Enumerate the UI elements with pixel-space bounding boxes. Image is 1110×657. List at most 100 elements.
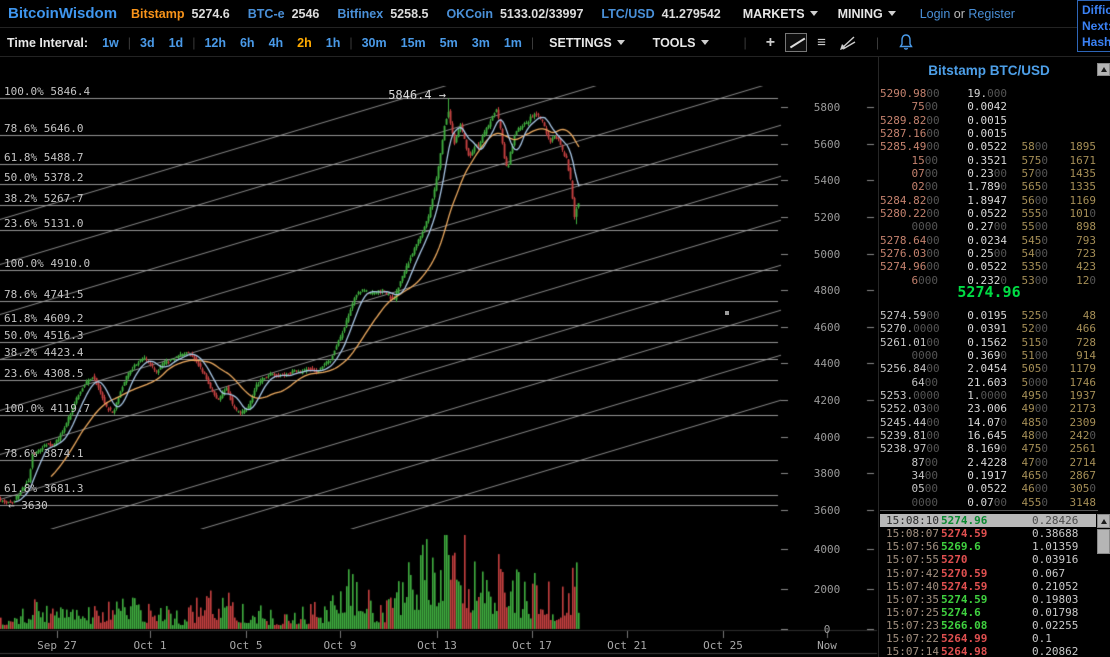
interval-button-1h[interactable]: 1h	[325, 35, 341, 50]
ask-row[interactable]: 5274.9600 0.0522 5350 423	[880, 260, 1098, 273]
interval-button-3m[interactable]: 3m	[471, 35, 490, 50]
order-price: 5256.8400	[880, 362, 940, 376]
bid-row[interactable]: 5261.0100 0.1562 5150 728	[880, 336, 1098, 349]
interval-button-5m[interactable]: 5m	[439, 35, 458, 50]
bid-row[interactable]: 8700 2.4228 4700 2714	[880, 456, 1098, 469]
ask-row[interactable]: 1500 0.3521 5750 1671	[880, 154, 1098, 167]
trade-price: 5264.98	[941, 645, 988, 657]
ask-row[interactable]: 0200 1.7890 5650 1335	[880, 180, 1098, 193]
trade-time: 15:07:23	[886, 619, 939, 633]
order-price: 5276.0300	[880, 247, 940, 261]
depth-price: 4850	[1021, 415, 1049, 429]
bid-row[interactable]: 0000 0.0700 4550 3148	[880, 496, 1098, 509]
markets-menu[interactable]: MARKETS	[743, 7, 818, 21]
ticker-bitstamp[interactable]: Bitstamp 5274.6	[131, 7, 230, 21]
interval-button-1d[interactable]: 1d	[168, 35, 184, 50]
ask-row[interactable]: 5287.1600 0.0015	[880, 127, 1098, 140]
info-box-line: Next:	[1082, 19, 1110, 33]
bid-row[interactable]: 5252.0300 23.006 4900 2173	[880, 402, 1098, 415]
scroll-up-button[interactable]	[1097, 514, 1110, 528]
bid-row[interactable]: 0000 0.3690 5100 914	[880, 349, 1098, 362]
ask-row[interactable]: 5290.9800 19.000	[880, 87, 1098, 100]
order-price: 8700	[911, 455, 939, 469]
orderbook-scroll-up-button[interactable]	[1097, 63, 1110, 76]
trade-row: 15:07:40 5274.59 0.21052	[880, 580, 1096, 593]
depth-price: 5650	[1021, 180, 1049, 194]
price-chart-canvas[interactable]	[0, 57, 878, 657]
register-link[interactable]: Register	[968, 6, 1015, 21]
ask-row[interactable]: 0000 0.2700 5500 898	[880, 220, 1098, 233]
ask-row[interactable]: 5284.8200 1.8947 5600 1169	[880, 194, 1098, 207]
alert-bell-icon[interactable]	[898, 33, 914, 53]
trade-row: 15:07:56 5269.6 1.01359	[880, 540, 1096, 553]
trendline-icon[interactable]	[785, 33, 808, 52]
order-amount: 1.8947	[967, 193, 1007, 207]
depth-price: 5600	[1021, 193, 1049, 207]
ticker-okcoin[interactable]: OKCoin 5133.02/33997	[446, 7, 583, 21]
fan-icon[interactable]	[837, 33, 857, 53]
ask-row[interactable]: 5280.2200 0.0522 5550 1010	[880, 207, 1098, 220]
ticker-btc-e[interactable]: BTC-e 2546	[248, 7, 320, 21]
trade-time: 15:07:55	[886, 553, 939, 567]
trade-amount: 0.03916	[1032, 553, 1079, 567]
bid-row[interactable]: 6400 21.603 5000 1746	[880, 376, 1098, 389]
trade-row: 15:07:25 5274.6 0.01798	[880, 606, 1096, 619]
order-price: 6400	[911, 375, 939, 389]
info-box-line: Hash	[1082, 35, 1110, 49]
depth-price: 5750	[1021, 153, 1049, 167]
bid-row[interactable]: 5256.8400 2.0454 5050 1179	[880, 362, 1098, 375]
bid-row[interactable]: 5274.5900 0.0195 5250 48	[880, 309, 1098, 322]
market-panel: Bitstamp BTC/USD 5290.9800 19.000 7500 0.00…	[880, 57, 1110, 657]
depth-total: 1895	[1069, 140, 1097, 154]
ticker-bitfinex[interactable]: Bitfinex 5258.5	[337, 7, 428, 21]
trades-list: 15:08:10 5274.96 0.28426 15:08:07 5274.59 0.3…	[880, 514, 1096, 657]
chart-toolbar: Time Interval: 1w | 3d 1d | 12h 6h 4h 2h 1h | 30m 15…	[0, 29, 1110, 57]
trade-time: 15:07:42	[886, 566, 939, 580]
interval-button-15m[interactable]: 15m	[400, 35, 426, 50]
ask-row[interactable]: 5276.0300 0.2500 5400 723	[880, 247, 1098, 260]
bid-row[interactable]: 5270.0000 0.0391 5200 466	[880, 322, 1098, 335]
scrollbar-thumb[interactable]	[1097, 529, 1110, 554]
settings-menu[interactable]: SETTINGS	[549, 36, 625, 50]
order-price: 5287.1600	[880, 127, 940, 141]
bid-row[interactable]: 5238.9700 8.1690 4750 2561	[880, 442, 1098, 455]
ask-row[interactable]: 6000 0.2320 5300 120	[880, 274, 1098, 287]
ticker-label: Bitstamp	[131, 6, 185, 21]
crosshair-icon[interactable]: +	[765, 33, 776, 51]
interval-button-3d[interactable]: 3d	[140, 35, 155, 50]
tools-menu[interactable]: TOOLS	[653, 36, 709, 50]
depth-total: 1169	[1069, 193, 1097, 207]
bid-row[interactable]: 0500 0.0522 4600 3050	[880, 482, 1098, 495]
ask-row[interactable]: 5278.6400 0.0234 5450 793	[880, 234, 1098, 247]
ask-row[interactable]: 0700 0.2300 5700 1435	[880, 167, 1098, 180]
order-amount: 23.006	[967, 402, 1007, 416]
ticker-ltc-usd[interactable]: LTC/USD 41.279542	[601, 7, 720, 21]
trades-scrollbar	[1097, 514, 1110, 657]
ask-row[interactable]: 7500 0.0042	[880, 100, 1098, 113]
interval-button-4h[interactable]: 4h	[268, 35, 284, 50]
bid-row[interactable]: 5253.0000 1.0000 4950 1937	[880, 389, 1098, 402]
interval-button-30m[interactable]: 30m	[361, 35, 387, 50]
bid-row[interactable]: 3400 0.1917 4650 2867	[880, 469, 1098, 482]
ticker-value: 2546	[291, 6, 320, 21]
interval-button-2h[interactable]: 2h	[297, 35, 312, 50]
bid-row[interactable]: 5245.4400 14.070 4850 2309	[880, 416, 1098, 429]
mining-menu[interactable]: MINING	[838, 7, 896, 21]
ask-row[interactable]: 5289.8200 0.0015	[880, 114, 1098, 127]
ask-row[interactable]: 5285.4900 0.0522 5800 1895	[880, 140, 1098, 153]
order-price: 6000	[911, 273, 939, 287]
interval-button-1m[interactable]: 1m	[503, 35, 522, 50]
bid-row[interactable]: 5239.8100 16.645 4800 2420	[880, 429, 1098, 442]
trade-time: 15:07:25	[886, 605, 939, 619]
interval-button-12h[interactable]: 12h	[204, 35, 226, 50]
interval-button-1w[interactable]: 1w	[102, 35, 119, 50]
order-amount: 0.0522	[967, 140, 1007, 154]
site-logo[interactable]: BitcoinWisdom	[8, 5, 118, 22]
interval-button-6h[interactable]: 6h	[239, 35, 255, 50]
order-price: 5274.5900	[880, 309, 940, 322]
ticker-label: OKCoin	[446, 6, 493, 21]
ticker-value: 5274.6	[191, 6, 230, 21]
horizontal-lines-icon[interactable]: ≡	[817, 34, 827, 51]
login-link[interactable]: Login	[919, 6, 951, 21]
